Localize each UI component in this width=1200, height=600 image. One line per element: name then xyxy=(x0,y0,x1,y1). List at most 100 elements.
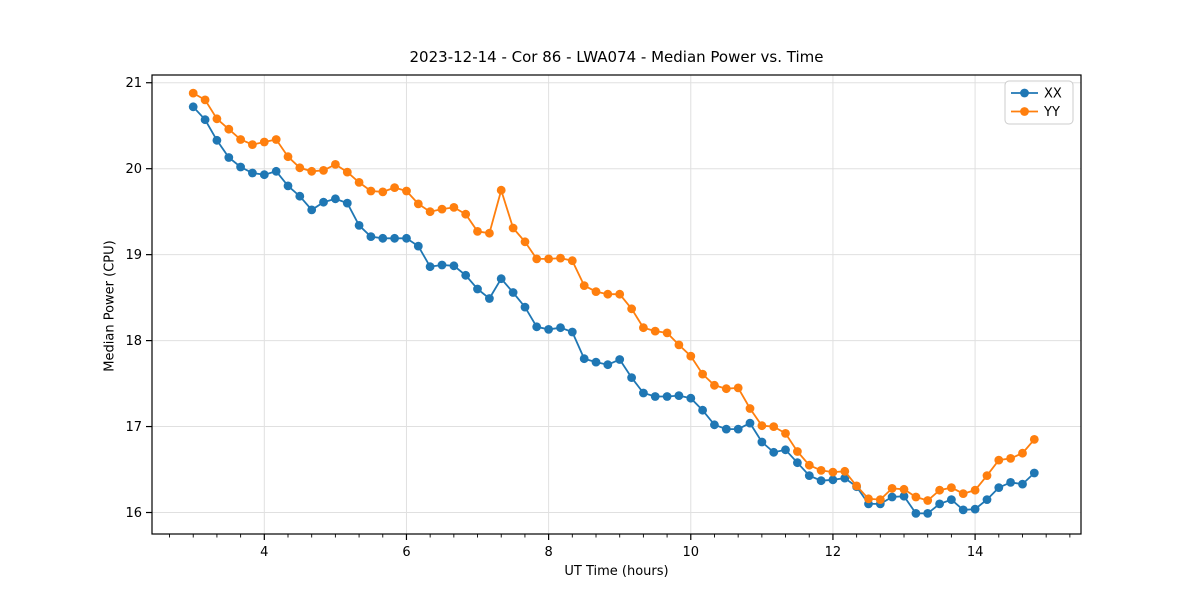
data-point xyxy=(319,197,328,207)
data-point xyxy=(591,287,601,296)
series-XX-line xyxy=(192,106,1035,515)
data-point xyxy=(757,437,767,447)
data-point xyxy=(686,393,696,403)
data-point xyxy=(449,261,459,271)
data-point xyxy=(935,499,944,509)
data-point xyxy=(781,429,790,438)
data-point xyxy=(378,233,388,243)
y-tick-label: 18 xyxy=(125,334,142,349)
data-point xyxy=(342,167,352,177)
data-point xyxy=(793,458,802,468)
data-point xyxy=(473,284,482,294)
x-tick-label: 12 xyxy=(825,545,842,560)
data-point xyxy=(532,254,542,264)
x-tick-label: 10 xyxy=(683,545,700,560)
data-point xyxy=(425,262,435,272)
data-point xyxy=(567,256,577,266)
data-point xyxy=(639,323,648,333)
data-point xyxy=(603,289,613,299)
data-point xyxy=(259,170,269,180)
legend-marker xyxy=(1020,107,1029,116)
data-point xyxy=(804,471,814,480)
data-point xyxy=(662,392,672,401)
data-point xyxy=(224,153,234,162)
x-axis: 4 6 8 10 12 14 xyxy=(169,534,1071,560)
data-point xyxy=(437,260,447,270)
data-point xyxy=(200,115,210,125)
data-point xyxy=(271,135,281,144)
data-point xyxy=(354,178,364,187)
legend-box xyxy=(1004,80,1074,125)
data-point xyxy=(591,357,601,367)
data-point xyxy=(627,373,636,382)
data-point xyxy=(745,404,755,413)
data-point xyxy=(864,494,873,504)
data-point xyxy=(508,288,518,297)
data-point xyxy=(828,467,838,477)
x-tick-label: 4 xyxy=(260,545,268,560)
data-point xyxy=(911,509,921,518)
data-point xyxy=(1018,448,1027,458)
data-point xyxy=(413,241,423,251)
y-tick-label: 17 xyxy=(125,420,142,435)
data-point xyxy=(283,181,293,191)
data-point xyxy=(473,227,482,236)
data-point xyxy=(769,422,779,431)
data-point xyxy=(627,304,636,314)
y-tick-label: 19 xyxy=(125,248,142,263)
data-point xyxy=(686,351,696,361)
data-point xyxy=(378,187,388,197)
data-point xyxy=(461,270,471,280)
data-point xyxy=(994,483,1004,492)
data-point xyxy=(354,221,364,230)
data-point xyxy=(887,484,897,493)
data-point xyxy=(496,274,506,284)
data-point xyxy=(259,137,269,147)
y-tick-label: 20 xyxy=(125,162,142,177)
legend-label: YY xyxy=(1043,105,1060,120)
data-point xyxy=(188,88,198,98)
data-point xyxy=(520,237,530,247)
data-point xyxy=(639,388,648,398)
series-YY-line xyxy=(192,92,1035,502)
data-point xyxy=(366,186,376,196)
data-point xyxy=(721,424,731,434)
series-YY xyxy=(188,88,1039,505)
legend-marker xyxy=(1020,88,1029,98)
data-point xyxy=(615,355,625,364)
data-point xyxy=(485,294,494,303)
data-point xyxy=(212,135,222,145)
data-point xyxy=(911,492,921,502)
x-tick-label: 14 xyxy=(967,545,984,560)
data-point xyxy=(390,233,399,243)
data-point xyxy=(793,447,802,456)
data-point xyxy=(342,198,352,208)
data-point xyxy=(1006,478,1015,487)
data-point xyxy=(402,186,411,196)
data-point xyxy=(958,489,968,498)
x-tick-label: 8 xyxy=(544,545,552,560)
data-point xyxy=(544,325,553,334)
data-point xyxy=(769,447,779,457)
data-point xyxy=(1029,468,1039,478)
data-point xyxy=(449,203,459,212)
data-point xyxy=(331,160,340,169)
data-point xyxy=(485,228,494,238)
data-point xyxy=(236,135,246,144)
data-point xyxy=(994,455,1004,465)
data-point xyxy=(958,505,968,515)
data-point xyxy=(532,322,542,332)
data-point xyxy=(674,391,684,400)
data-point xyxy=(650,326,660,336)
data-point xyxy=(212,114,222,124)
data-point xyxy=(496,185,506,195)
data-point xyxy=(899,484,909,494)
data-point xyxy=(875,495,885,504)
series-XX xyxy=(188,102,1039,518)
legend-item-XX: XX xyxy=(1011,87,1062,102)
data-point xyxy=(816,476,826,486)
data-point xyxy=(307,205,317,215)
data-point xyxy=(508,223,518,233)
data-point xyxy=(461,209,471,219)
